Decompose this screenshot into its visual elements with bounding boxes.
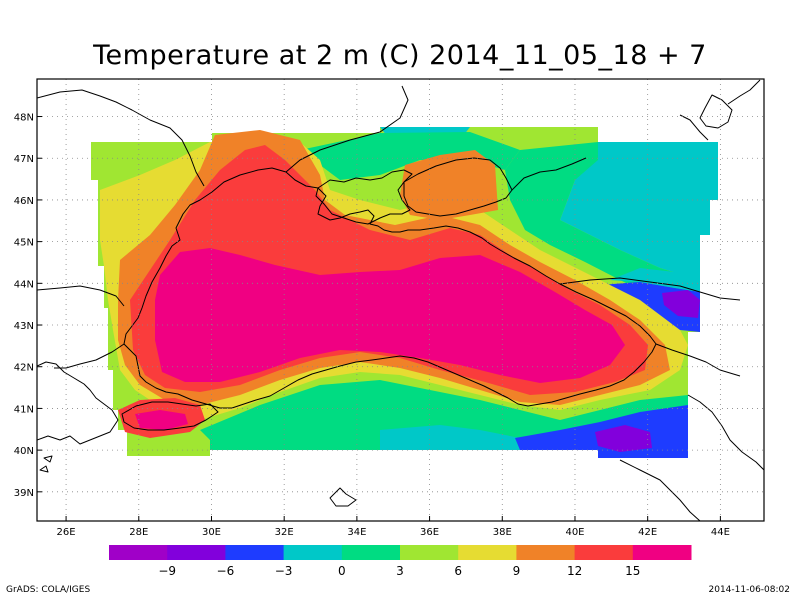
field-band-magenta-core: [155, 248, 625, 383]
lon-tick-label: 28E: [129, 527, 148, 538]
field-band-orange-azov: [400, 150, 498, 220]
cyprus-coastline: [329, 487, 357, 507]
colorbar-swatch: [109, 545, 168, 560]
axis-ticks: [37, 116, 721, 521]
gridlines: [37, 79, 764, 521]
field-band-magenta-marmara: [135, 410, 188, 430]
grads-credit: GrADS: COLA/IGES: [6, 585, 91, 595]
colorbar-swatch: [225, 545, 285, 560]
caspian-hint: [699, 94, 733, 129]
island-aegean-1: [43, 455, 53, 463]
colorbar-swatch: [632, 545, 692, 560]
lat-tick-label: 42N: [14, 363, 34, 374]
lon-tick-label: 30E: [202, 527, 221, 538]
lon-tick-labels: 26E 28E 30E 32E 34E 36E 38E 40E 42E 44E: [57, 527, 730, 538]
colorbar-swatch: [400, 545, 459, 560]
coastlines: [37, 79, 764, 521]
plot-frame: [36, 78, 765, 522]
lat-tick-label: 45N: [14, 238, 34, 249]
temperature-field: [91, 127, 718, 458]
colorbar: [109, 545, 692, 560]
field-band-green-ne: [505, 142, 700, 300]
field-band-green-n: [300, 132, 520, 180]
colorbar-labels: −9 −6 −3 0 3 6 9 12 15: [158, 564, 640, 578]
map-title: Temperature at 2 m (C) 2014_11_05_18 + 7: [93, 40, 707, 71]
colorbar-label: 15: [625, 564, 640, 578]
lat-tick-labels: 39N 40N 41N 42N 43N 44N 45N 46N 47N 48N: [14, 113, 34, 499]
colorbar-label: −3: [275, 564, 293, 578]
colorbar-label: 9: [513, 564, 521, 578]
field-band-cyan-ne: [560, 142, 718, 280]
lat-tick-label: 48N: [14, 113, 34, 124]
lon-tick-label: 34E: [347, 527, 366, 538]
border-lines: [37, 79, 764, 521]
lon-tick-label: 44E: [711, 527, 730, 538]
aegean-coastline: [37, 361, 119, 445]
colorbar-swatch: [341, 545, 401, 560]
marmara-coastline: [121, 401, 219, 431]
colorbar-swatch: [516, 545, 576, 560]
colorbar-label: −6: [217, 564, 235, 578]
lon-tick-label: 38E: [493, 527, 512, 538]
azov-coastline: [403, 157, 513, 217]
lon-tick-label: 36E: [420, 527, 439, 538]
lat-tick-label: 46N: [14, 196, 34, 207]
colorbar-label: 12: [567, 564, 582, 578]
lat-tick-label: 40N: [14, 446, 34, 457]
colorbar-swatch: [167, 545, 226, 560]
lat-tick-label: 41N: [14, 404, 34, 415]
black-sea-coastline: [123, 167, 657, 409]
field-band-purple-se: [595, 425, 652, 452]
lat-tick-label: 47N: [14, 154, 34, 165]
field-band-purple-e: [662, 290, 700, 318]
lat-tick-label: 39N: [14, 488, 34, 499]
lon-tick-label: 32E: [275, 527, 294, 538]
lon-tick-label: 26E: [57, 527, 76, 538]
colorbar-swatch: [574, 545, 634, 560]
lat-tick-label: 44N: [14, 279, 34, 290]
lat-tick-label: 43N: [14, 321, 34, 332]
colorbar-swatch: [458, 545, 517, 560]
lon-tick-label: 42E: [638, 527, 657, 538]
colorbar-label: −9: [158, 564, 176, 578]
colorbar-label: 0: [338, 564, 346, 578]
lon-tick-label: 40E: [565, 527, 584, 538]
colorbar-label: 3: [396, 564, 404, 578]
colorbar-label: 6: [454, 564, 462, 578]
timestamp: 2014-11-06-08:02: [708, 585, 791, 595]
island-aegean-2: [39, 465, 49, 473]
colorbar-swatch: [283, 545, 343, 560]
